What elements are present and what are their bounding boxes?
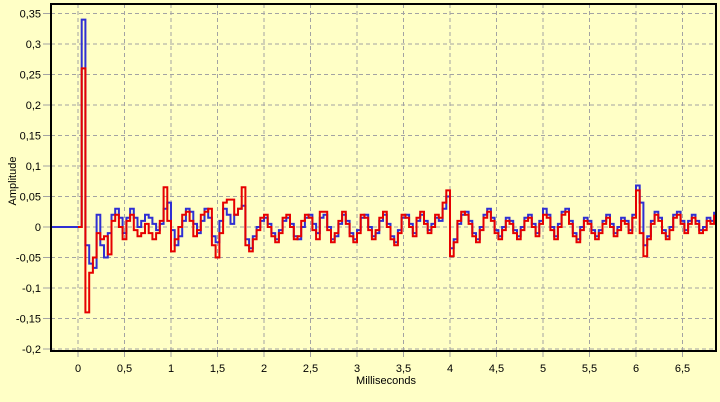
y-tick-label: 0,2 xyxy=(26,100,41,112)
x-tick-label: 5 xyxy=(540,363,546,375)
y-tick-label: -0,15 xyxy=(16,314,41,326)
y-tick-label: 0,15 xyxy=(20,131,41,143)
series-blue-channel-line xyxy=(52,18,715,269)
x-tick-label: 0,5 xyxy=(117,363,132,375)
y-axis-title: Amplitude xyxy=(7,156,19,206)
x-tick-label: 6 xyxy=(633,363,639,375)
x-tick-label: 3,5 xyxy=(396,363,411,375)
series-lines xyxy=(52,18,715,314)
series-red-channel-line xyxy=(78,67,715,314)
x-tick-label: 4,5 xyxy=(489,363,504,375)
x-tick-label: 1 xyxy=(168,363,174,375)
y-tick-label: -0,2 xyxy=(22,344,41,356)
y-tick-label: 0,3 xyxy=(26,39,41,51)
y-tick-label: 0 xyxy=(35,222,41,234)
y-tick-labels: 0,35 0,3 0,25 0,2 0,15 0,1 0,05 0 -0,05 -0,1 -0,15… xyxy=(16,9,41,357)
x-tick-label: 0 xyxy=(75,363,81,375)
y-tick-label: 0,35 xyxy=(20,9,41,21)
y-tick-label: -0,1 xyxy=(22,283,41,295)
y-tick-label: 0,1 xyxy=(26,161,41,173)
x-axis-title: Milliseconds xyxy=(356,375,416,387)
x-tick-label: 3 xyxy=(354,363,360,375)
y-tick-label: 0,05 xyxy=(20,192,41,204)
x-tick-label: 6,5 xyxy=(675,363,690,375)
y-tick-label: 0,25 xyxy=(20,70,41,82)
axis-ticks xyxy=(43,13,683,357)
x-tick-label: 1,5 xyxy=(210,363,225,375)
x-tick-label: 5,5 xyxy=(582,363,597,375)
y-tick-label: -0,05 xyxy=(16,253,41,265)
x-tick-label: 4 xyxy=(447,363,453,375)
x-tick-label: 2 xyxy=(261,363,267,375)
grid-lines xyxy=(51,4,716,351)
x-tick-labels: 0 0,5 1 1,5 2 2,5 3 3,5 4 4,5 5 5,5 6 6,5 xyxy=(75,363,690,375)
plot-border xyxy=(50,3,717,352)
x-tick-label: 2,5 xyxy=(303,363,318,375)
